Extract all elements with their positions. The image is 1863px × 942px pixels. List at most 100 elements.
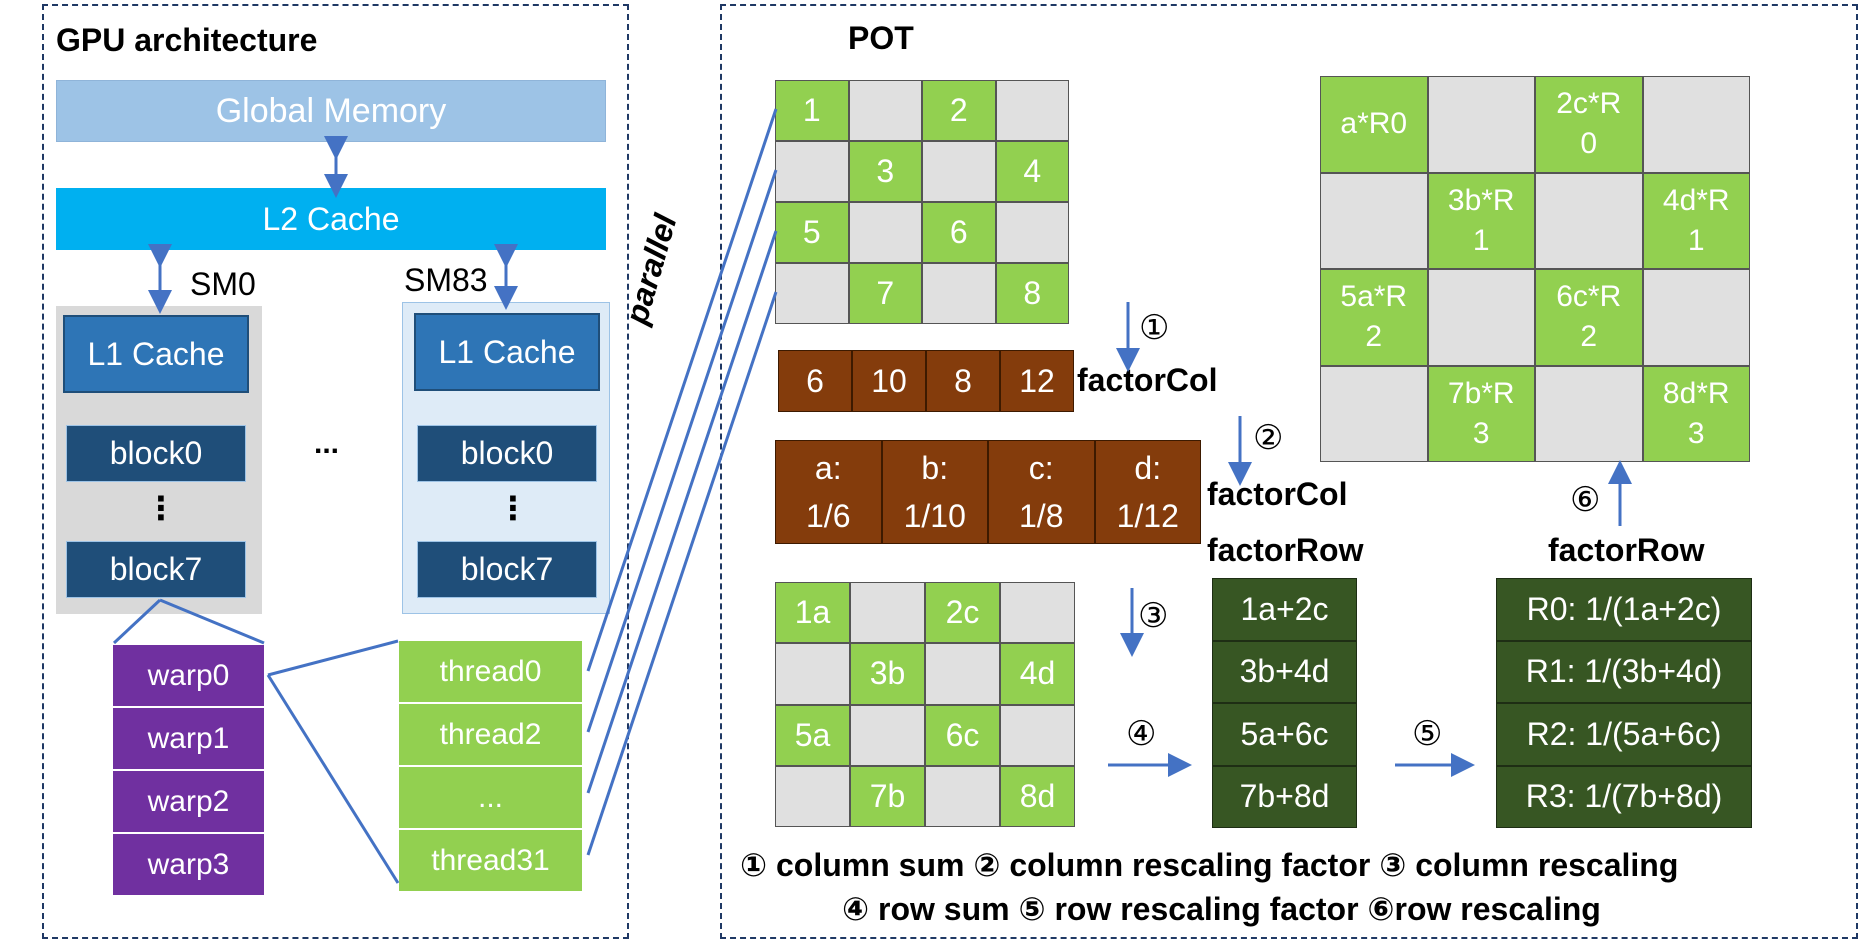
matrix-cell: 7b*R 3 bbox=[1427, 365, 1535, 462]
matrix-cell bbox=[850, 582, 925, 644]
matrix-cell bbox=[1535, 172, 1643, 269]
cell-line: 7b*R bbox=[1447, 376, 1515, 410]
row-sum-cell: 1a+2c bbox=[1212, 578, 1357, 641]
cell-line: a*R0 bbox=[1340, 107, 1408, 141]
step1-marker: ① bbox=[1139, 309, 1170, 347]
matrix-cell: 6c*R 2 bbox=[1535, 269, 1643, 366]
cell-line: 3 bbox=[1472, 416, 1490, 450]
col-factor-top: b: bbox=[921, 450, 949, 486]
cell-line: 3 bbox=[1687, 416, 1705, 450]
row-factor-cell: R3: 1/(7b+8d) bbox=[1496, 765, 1752, 828]
matrix-cell bbox=[1535, 365, 1643, 462]
pot-matrix-col-rescaled: 1a 2c 3b 4d 5a 6c 7b 8d bbox=[775, 582, 1075, 827]
col-factor-cell: c: 1/8 bbox=[988, 440, 1095, 544]
warp-list: warp0 warp1 warp2 warp3 bbox=[112, 644, 265, 896]
col-factor-bottom: 1/10 bbox=[903, 498, 966, 534]
sm0-block7: block7 bbox=[66, 541, 246, 598]
step5-marker: ⑤ bbox=[1412, 715, 1443, 753]
matrix-cell bbox=[1642, 269, 1750, 366]
matrix-cell: 6 bbox=[922, 202, 996, 263]
matrix-cell: 5a*R 2 bbox=[1320, 269, 1428, 366]
step3-marker: ③ bbox=[1138, 597, 1169, 635]
col-factor-cell: d: 1/12 bbox=[1094, 440, 1201, 544]
col-factor-bottom: 1/8 bbox=[1019, 498, 1064, 534]
cell-line: 5a*R bbox=[1340, 280, 1408, 314]
warp-item: warp0 bbox=[112, 644, 265, 707]
matrix-cell: 6c bbox=[925, 704, 1000, 766]
col-sum-cell: 10 bbox=[852, 350, 926, 412]
matrix-cell bbox=[1000, 704, 1075, 766]
col-factor-bottom: 1/12 bbox=[1116, 498, 1179, 534]
matrix-cell: 5 bbox=[775, 202, 849, 263]
thread-item: thread0 bbox=[398, 640, 583, 703]
matrix-cell: 7b bbox=[850, 765, 925, 827]
sm83-label: SM83 bbox=[404, 262, 488, 298]
sm83-l1-cache: L1 Cache bbox=[414, 313, 600, 391]
sm83-block0: block0 bbox=[417, 425, 597, 482]
row-sums: 1a+2c 3b+4d 5a+6c 7b+8d bbox=[1212, 578, 1357, 828]
factor-row-label-1: factorRow bbox=[1207, 532, 1364, 568]
pot-matrix-final: a*R0 2c*R 0 3b*R 1 4d*R 1 5a*R 2 6c*R 2 7b*R 3… bbox=[1320, 76, 1750, 462]
matrix-cell bbox=[775, 643, 850, 705]
matrix-cell: 7 bbox=[848, 263, 922, 324]
sm83-block7: block7 bbox=[417, 541, 597, 598]
matrix-cell: 3 bbox=[848, 141, 922, 202]
factor-col-rescale: a: 1/6 b: 1/10 c: 1/8 d: 1/12 bbox=[775, 440, 1201, 544]
matrix-cell: 8 bbox=[995, 263, 1069, 324]
sm-hdots: ... bbox=[314, 427, 340, 460]
cell-line: 4d*R bbox=[1662, 183, 1730, 217]
warp-item: warp2 bbox=[112, 770, 265, 833]
matrix-cell: 2c*R 0 bbox=[1535, 76, 1643, 173]
cell-line: 2 bbox=[1580, 320, 1598, 354]
col-factor-top: c: bbox=[1028, 450, 1054, 486]
cell-line: 0 bbox=[1580, 127, 1598, 161]
row-sum-cell: 3b+4d bbox=[1212, 640, 1357, 703]
pot-matrix-initial: 1 2 3 4 5 6 7 8 bbox=[775, 80, 1069, 324]
thread-item: ... bbox=[398, 766, 583, 829]
matrix-cell bbox=[922, 141, 996, 202]
matrix-cell bbox=[1320, 365, 1428, 462]
step2-marker: ② bbox=[1253, 419, 1284, 457]
thread-item: thread31 bbox=[398, 829, 583, 892]
col-factor-top: d: bbox=[1134, 450, 1162, 486]
matrix-cell: 3b bbox=[850, 643, 925, 705]
thread-item: thread2 bbox=[398, 703, 583, 766]
col-factor-top: a: bbox=[814, 450, 842, 486]
matrix-cell: a*R0 bbox=[1320, 76, 1428, 173]
matrix-cell bbox=[925, 765, 1000, 827]
matrix-cell: 1a bbox=[775, 582, 850, 644]
sm0-block0: block0 bbox=[66, 425, 246, 482]
matrix-cell bbox=[995, 80, 1069, 141]
matrix-cell bbox=[1320, 172, 1428, 269]
matrix-cell: 4 bbox=[995, 141, 1069, 202]
cell-line: 3b*R bbox=[1447, 183, 1515, 217]
col-sum-cell: 8 bbox=[926, 350, 1000, 412]
global-memory: Global Memory bbox=[56, 80, 606, 142]
matrix-cell bbox=[995, 202, 1069, 263]
factor-col-sums: 6 10 8 12 bbox=[778, 350, 1074, 412]
matrix-cell bbox=[925, 643, 1000, 705]
matrix-cell bbox=[1427, 269, 1535, 366]
thread-list: thread0 thread2 ... thread31 bbox=[398, 640, 583, 892]
cell-line: 2c*R bbox=[1556, 87, 1622, 121]
row-rescale: R0: 1/(1a+2c) R1: 1/(3b+4d) R2: 1/(5a+6c… bbox=[1496, 578, 1752, 828]
matrix-cell: 4d*R 1 bbox=[1642, 172, 1750, 269]
row-factor-cell: R1: 1/(3b+4d) bbox=[1496, 640, 1752, 703]
matrix-cell bbox=[922, 263, 996, 324]
factor-col-label-1: factorCol bbox=[1077, 362, 1218, 398]
matrix-cell bbox=[1000, 582, 1075, 644]
matrix-cell: 2 bbox=[922, 80, 996, 141]
matrix-cell: 1 bbox=[775, 80, 849, 141]
matrix-cell bbox=[1427, 76, 1535, 173]
cell-line: 1 bbox=[1472, 223, 1490, 257]
col-factor-cell: a: 1/6 bbox=[775, 440, 882, 544]
matrix-cell bbox=[1642, 76, 1750, 173]
col-sum-cell: 6 bbox=[778, 350, 852, 412]
row-factor-cell: R2: 1/(5a+6c) bbox=[1496, 703, 1752, 766]
sm0-l1-cache: L1 Cache bbox=[63, 315, 249, 393]
row-sum-cell: 7b+8d bbox=[1212, 765, 1357, 828]
sm0-label: SM0 bbox=[190, 266, 256, 302]
matrix-cell bbox=[850, 704, 925, 766]
step4-marker: ④ bbox=[1126, 715, 1157, 753]
gpu-architecture-title: GPU architecture bbox=[56, 22, 318, 58]
